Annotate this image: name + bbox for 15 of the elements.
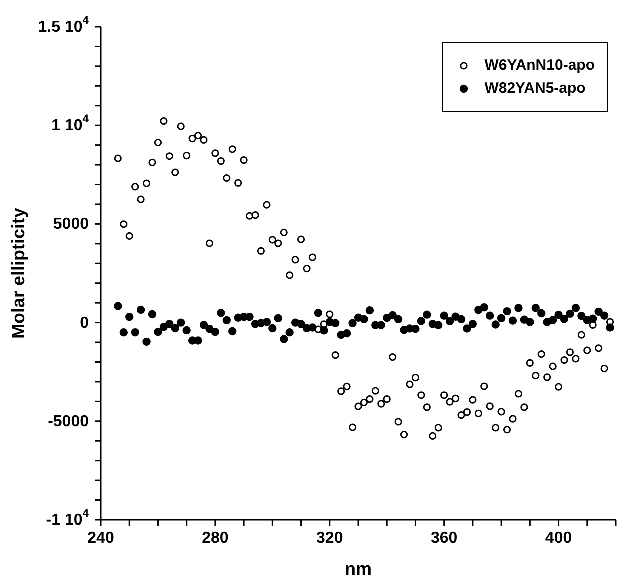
x-tick-label: 240 [88, 530, 114, 546]
y-tick-label: -5000 [48, 412, 90, 430]
legend-label: W6YAnN10-apo [484, 57, 595, 74]
y-tick-label: 5000 [53, 216, 90, 233]
x-tick-label: 280 [202, 530, 229, 546]
legend-label: W82YAN5-apo [484, 80, 586, 97]
x-tick-label: 360 [430, 530, 458, 546]
y-tick-label: 1 10$^{4}$ [52, 114, 90, 134]
y-axis-title: Molar ellipticity [8, 208, 28, 340]
y-tick-label: -1 10$^{4}$ [46, 508, 90, 528]
y-tick-label: 1.5 10$^{4}$ [38, 15, 90, 36]
x-tick-label: 400 [545, 530, 572, 546]
x-axis-title: nm [345, 559, 372, 575]
y-tick-label: 0 [80, 314, 90, 332]
x-tick-label: 320 [316, 530, 344, 546]
